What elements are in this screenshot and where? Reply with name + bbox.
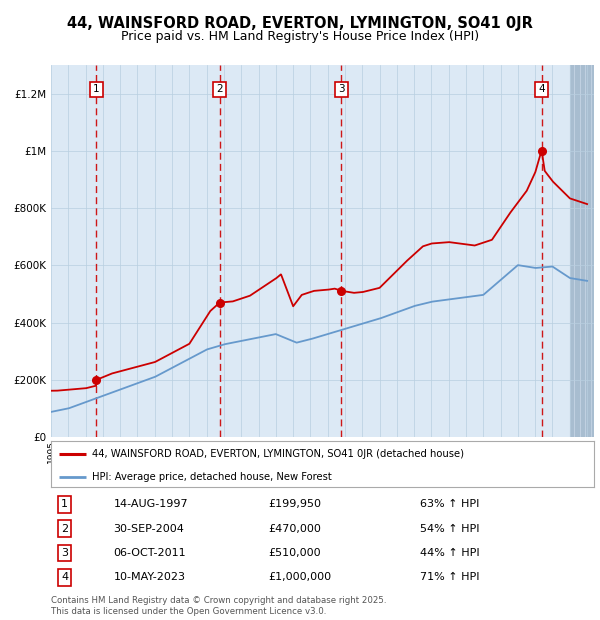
Text: 44, WAINSFORD ROAD, EVERTON, LYMINGTON, SO41 0JR (detached house): 44, WAINSFORD ROAD, EVERTON, LYMINGTON, … — [92, 449, 464, 459]
Text: 3: 3 — [338, 84, 344, 94]
Bar — [570, 65, 594, 437]
Text: 44, WAINSFORD ROAD, EVERTON, LYMINGTON, SO41 0JR: 44, WAINSFORD ROAD, EVERTON, LYMINGTON, … — [67, 16, 533, 31]
Text: 54% ↑ HPI: 54% ↑ HPI — [420, 524, 480, 534]
Text: 4: 4 — [61, 572, 68, 582]
Text: Price paid vs. HM Land Registry's House Price Index (HPI): Price paid vs. HM Land Registry's House … — [121, 30, 479, 43]
Text: 2: 2 — [61, 524, 68, 534]
Text: £470,000: £470,000 — [268, 524, 321, 534]
Text: 71% ↑ HPI: 71% ↑ HPI — [420, 572, 480, 582]
Text: HPI: Average price, detached house, New Forest: HPI: Average price, detached house, New … — [92, 472, 331, 482]
Text: 1: 1 — [61, 500, 68, 510]
Text: 2: 2 — [216, 84, 223, 94]
Text: 44% ↑ HPI: 44% ↑ HPI — [420, 548, 480, 558]
Text: 14-AUG-1997: 14-AUG-1997 — [113, 500, 188, 510]
Text: 4: 4 — [538, 84, 545, 94]
Text: 63% ↑ HPI: 63% ↑ HPI — [420, 500, 479, 510]
Text: Contains HM Land Registry data © Crown copyright and database right 2025.
This d: Contains HM Land Registry data © Crown c… — [51, 596, 386, 616]
Text: 10-MAY-2023: 10-MAY-2023 — [113, 572, 185, 582]
Text: £510,000: £510,000 — [268, 548, 321, 558]
Text: £199,950: £199,950 — [268, 500, 321, 510]
Text: 30-SEP-2004: 30-SEP-2004 — [113, 524, 184, 534]
Text: £1,000,000: £1,000,000 — [268, 572, 331, 582]
Text: 3: 3 — [61, 548, 68, 558]
Text: 06-OCT-2011: 06-OCT-2011 — [113, 548, 186, 558]
Text: 1: 1 — [93, 84, 100, 94]
